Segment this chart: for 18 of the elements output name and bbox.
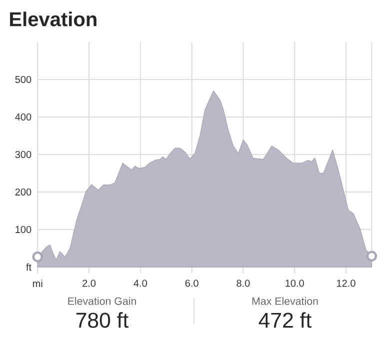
x-tick-label: 4.0 bbox=[134, 280, 147, 287]
text: 780 ft bbox=[76, 312, 129, 328]
x-tick-label: 2.0 bbox=[82, 280, 96, 287]
x-tick-label: 8.0 bbox=[236, 280, 250, 287]
chart-title: Elevation bbox=[10, 12, 96, 26]
y-tick-label: 300 bbox=[15, 150, 32, 158]
y-tick-label: 200 bbox=[15, 188, 32, 196]
x-tick-label: 10.0 bbox=[286, 280, 304, 287]
text: Max Elevation bbox=[252, 297, 318, 305]
y-tick-label: 500 bbox=[15, 76, 32, 84]
x-tick-label: 6.0 bbox=[185, 280, 198, 287]
x-tick-label: mi bbox=[32, 280, 42, 287]
x-tick-label: 12.0 bbox=[337, 280, 356, 287]
y-tick-label: 100 bbox=[16, 226, 32, 234]
y-tick-label: ft bbox=[26, 263, 32, 271]
text: Elevation Gain bbox=[68, 297, 136, 305]
y-tick-label: 400 bbox=[15, 113, 32, 121]
text: 472 ft bbox=[258, 312, 312, 328]
